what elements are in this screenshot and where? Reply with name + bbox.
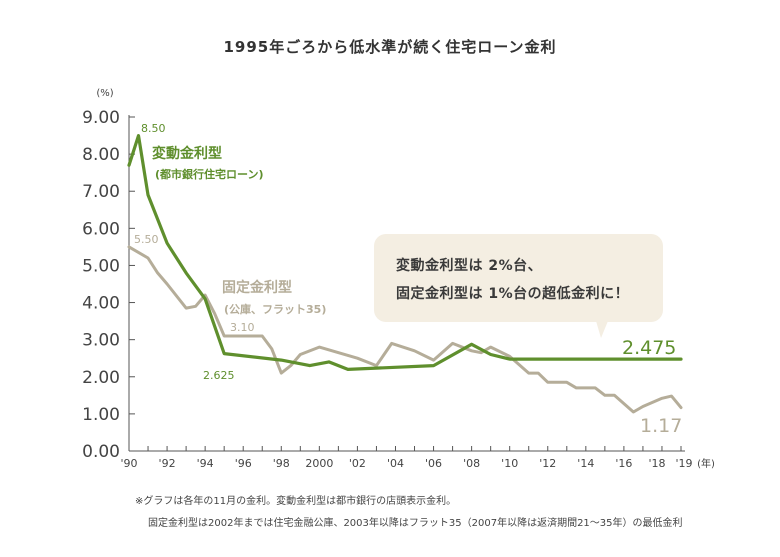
x-axis-unit: (年): [697, 457, 715, 470]
y-tick-label: 6.00: [82, 219, 120, 239]
y-tick-label: 0.00: [82, 442, 120, 462]
chart-title: 1995年ごろから低水準が続く住宅ローン金利: [223, 38, 557, 56]
x-tick-label: '92: [159, 457, 176, 470]
y-tick-label: 9.00: [82, 108, 120, 128]
series-sublabel-variable: (都市銀行住宅ローン): [155, 167, 264, 181]
y-tick-label: 2.00: [82, 368, 120, 388]
x-tick-label: '18: [648, 457, 665, 470]
data-label: 1.17: [640, 415, 682, 437]
y-tick-label: 7.00: [82, 182, 120, 202]
data-label: 2.475: [622, 337, 676, 359]
fixed-rate-line: [127, 245, 683, 414]
callout-text: 変動金利型は 2%台、 固定金利型は 1%台の超低金利に！: [396, 252, 629, 308]
y-tick-label: 4.00: [82, 294, 120, 314]
callout-line-1: 変動金利型は 2%台、: [396, 258, 543, 274]
y-tick-label: 1.00: [82, 405, 120, 425]
x-tick-label: '10: [501, 457, 518, 470]
series-label-fixed: 固定金利型: [222, 279, 292, 296]
x-tick-label: '94: [197, 457, 214, 470]
footnote-1: ※グラフは各年の11月の金利。変動金利型は都市銀行の店頭表示金利。: [135, 496, 457, 507]
data-label: 3.10: [230, 321, 255, 334]
y-tick-label: 8.00: [82, 145, 120, 165]
x-tick-label: '98: [273, 457, 290, 470]
footnote-2: 固定金利型は2002年までは住宅金融公庫、2003年以降はフラット35（2007…: [148, 518, 683, 529]
series-label-variable: 変動金利型: [152, 145, 222, 162]
data-label: 2.625: [203, 369, 235, 382]
x-tick-label: '14: [577, 457, 594, 470]
x-tick-label: '02: [349, 457, 366, 470]
callout-pointer: [596, 321, 608, 338]
y-tick-label: 5.00: [82, 256, 120, 276]
x-tick-label: '96: [235, 457, 252, 470]
x-tick-label: 2000: [305, 457, 333, 470]
x-tick-label: '12: [539, 457, 556, 470]
data-label: 8.50: [141, 122, 166, 135]
y-axis-unit: (%): [96, 88, 113, 99]
data-label: 5.50: [134, 233, 159, 246]
x-tick-label: '90: [120, 457, 137, 470]
series-sublabel-fixed: (公庫、フラット35): [224, 302, 326, 316]
variable-rate-line: [127, 134, 683, 371]
x-tick-label: '16: [615, 457, 632, 470]
x-tick-label: '06: [425, 457, 442, 470]
callout-box: 変動金利型は 2%台、 固定金利型は 1%台の超低金利に！: [374, 234, 663, 322]
x-tick-label: '08: [463, 457, 480, 470]
callout-line-2: 固定金利型は 1%台の超低金利に！: [396, 286, 630, 302]
x-tick-label: '19: [675, 457, 692, 470]
x-tick-label: '04: [387, 457, 404, 470]
y-tick-label: 3.00: [82, 331, 120, 351]
